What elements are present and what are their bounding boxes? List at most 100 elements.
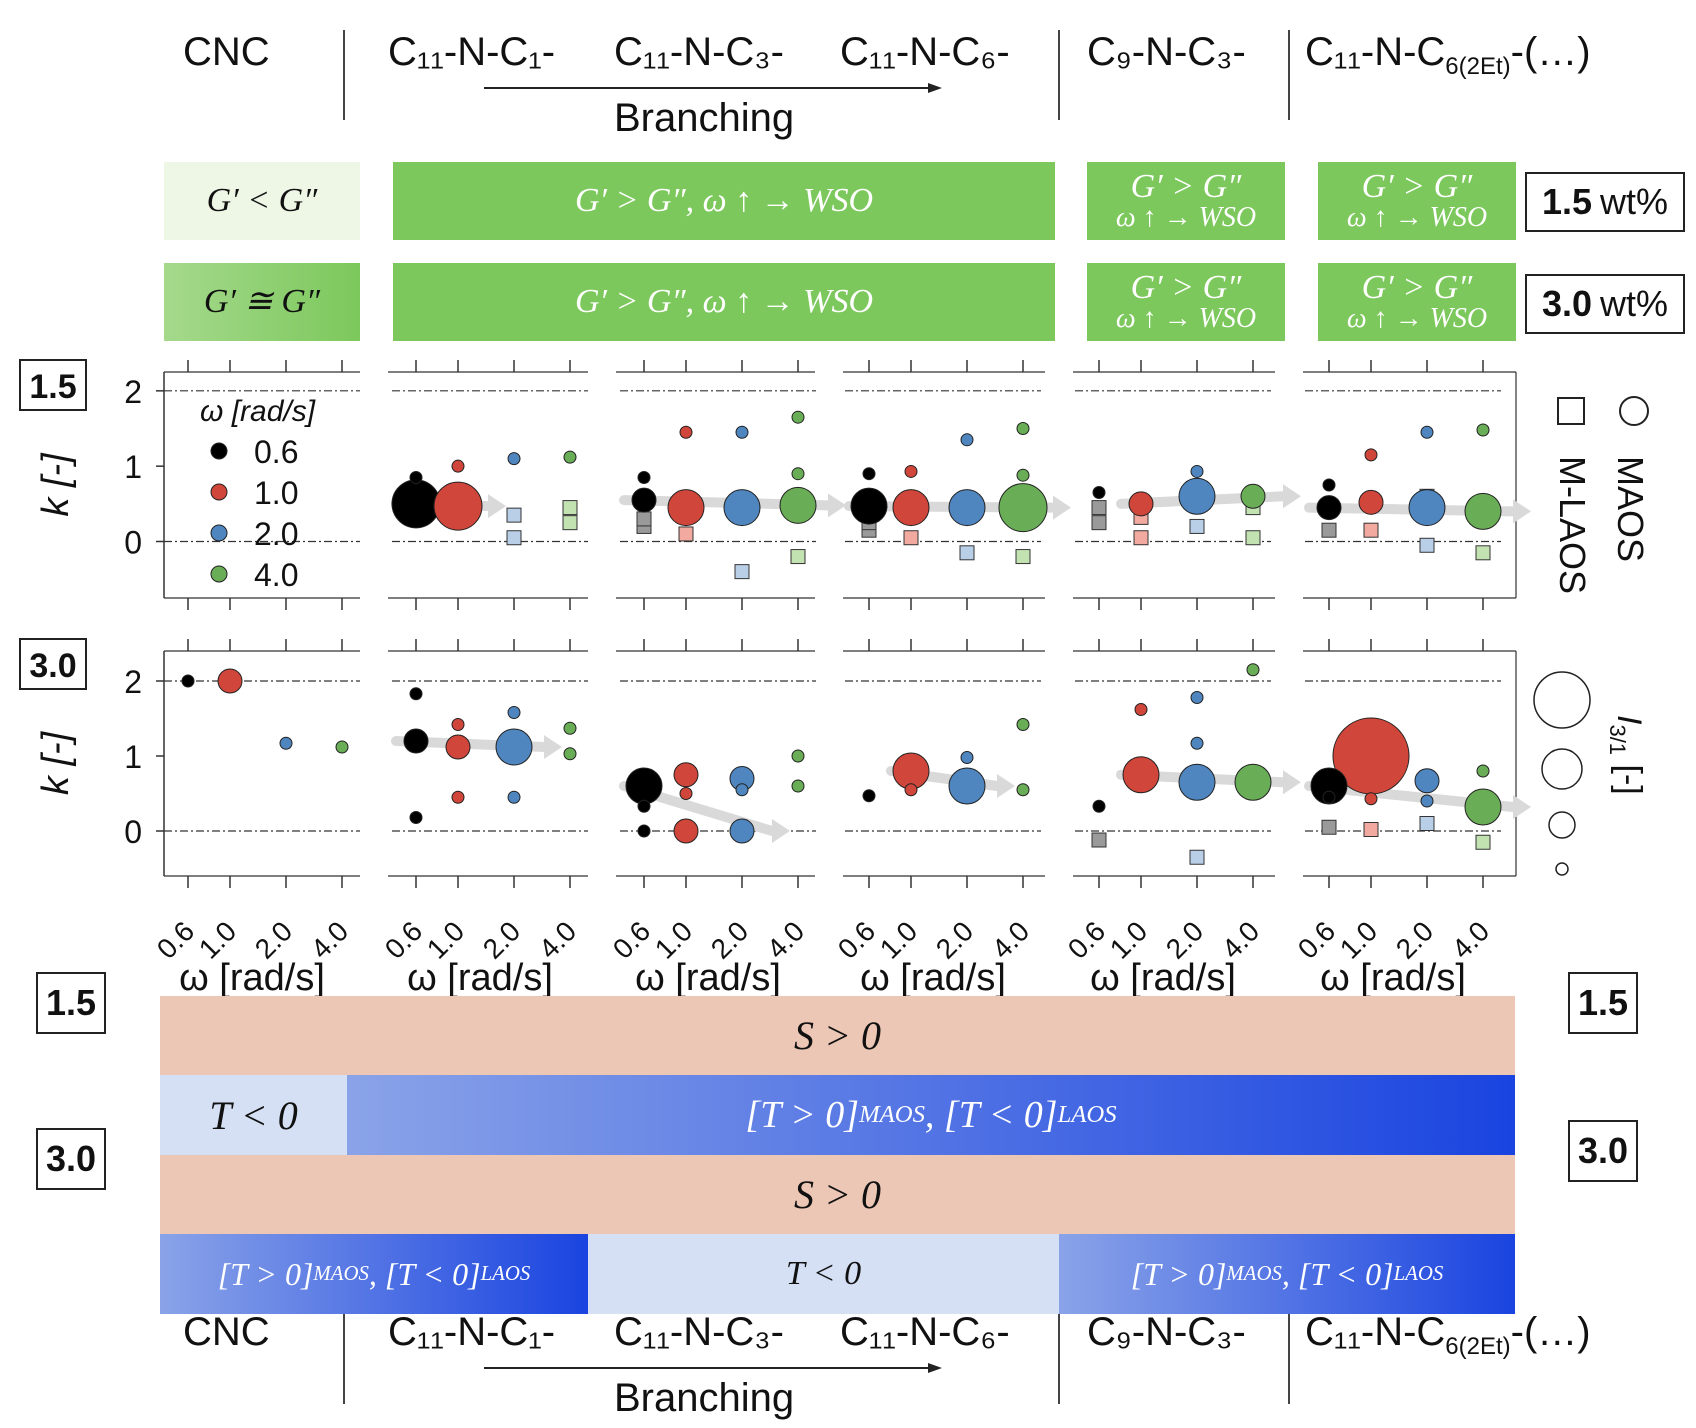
maos-circle <box>181 674 195 688</box>
legend-marker <box>210 565 228 583</box>
maos-circle <box>1234 763 1272 801</box>
footer-group-c11-n-c6-2et: C₁₁-N-C6(2Et)-(…) <box>1305 1310 1591 1361</box>
cnc-moduli-3-0: G′ ≅ G″ <box>164 263 360 341</box>
maos-circle <box>1322 790 1336 804</box>
band-mixed-b-sub: LAOS <box>1057 1101 1117 1128</box>
moduli-box-narrow: G′ > G″ ω ↑ → WSO <box>1318 162 1516 240</box>
m-laos-square <box>1321 522 1337 538</box>
y-tick-label: 2 <box>124 374 142 410</box>
maos-circle <box>667 489 705 527</box>
trend-arrow-head <box>544 735 562 759</box>
maos-circle <box>1476 764 1490 778</box>
branching-arrow <box>484 1363 942 1373</box>
band-label-3-0-left: 3.0 <box>36 1128 106 1190</box>
moduli-box-narrow-bot: ω ↑ → WSO <box>1346 303 1488 334</box>
maos-circle <box>904 464 918 478</box>
maos-circle <box>904 783 918 797</box>
y-tick-label: 0 <box>124 525 142 561</box>
moduli-box-narrow-bot: ω ↑ → WSO <box>1115 202 1257 233</box>
group-gap <box>815 637 843 890</box>
band-text: T < 0 <box>209 1092 298 1138</box>
header-separator <box>1288 30 1290 120</box>
legend-square-icon <box>1557 397 1585 425</box>
group-gap <box>588 637 616 890</box>
moduli-box-narrow-top: G′ > G″ <box>1361 168 1473 205</box>
m-laos-square <box>1189 849 1205 865</box>
band-mixed-a: [T > 0] <box>745 1094 860 1136</box>
footer-group-last-sub: 6(2Et) <box>1445 1333 1511 1360</box>
footer-branching-label: Branching <box>614 1376 795 1420</box>
trend-arrow-head <box>1053 495 1071 520</box>
maos-circle <box>445 734 471 760</box>
panel-label: 3.0 <box>29 647 76 685</box>
maos-circle <box>1414 768 1440 794</box>
m-laos-square <box>1475 834 1491 850</box>
moduli-box-wide-text: G′ > G″, ω ↑ → WSO <box>574 283 874 320</box>
band-t-neg-cnc-1-5: T < 0 <box>160 1075 347 1155</box>
moduli-box-narrow: G′ > G″ ω ↑ → WSO <box>1087 162 1285 240</box>
legend-label: 4.0 <box>254 557 298 593</box>
band-mixed-b: , [T < 0] <box>1281 1255 1394 1292</box>
y-tick-label: 1 <box>124 739 142 775</box>
footer-separator <box>343 1314 345 1404</box>
x-axis-label: ω [rad/s] <box>1090 957 1236 999</box>
legend-label: 1.0 <box>254 475 298 511</box>
maos-circle <box>723 489 761 527</box>
moduli-box-narrow-top: G′ > G″ <box>1130 168 1242 205</box>
maos-circle <box>1092 799 1106 813</box>
band-text: S > 0 <box>794 1013 881 1058</box>
group-gap <box>360 358 388 612</box>
legend-marker <box>210 483 228 501</box>
m-laos-square <box>1419 537 1435 553</box>
trend-arrow-head <box>1513 499 1531 524</box>
cnc-moduli-1-5: G′ < G″ <box>164 162 360 240</box>
m-laos-square <box>1245 530 1261 546</box>
maos-circle <box>1240 483 1266 509</box>
y-tick-label: 1 <box>124 449 142 485</box>
maos-circle <box>1464 788 1502 826</box>
trend-arrow-head <box>1283 770 1301 795</box>
group-gap <box>815 358 843 612</box>
maos-circle <box>1464 492 1502 530</box>
maos-circle <box>217 668 243 694</box>
maos-circle <box>1246 663 1260 677</box>
maos-circle <box>637 470 651 484</box>
maos-circle <box>1122 756 1160 794</box>
panel-label: 1.5 <box>29 368 76 406</box>
maos-circle <box>791 749 805 763</box>
maos-circle <box>862 467 876 481</box>
header-group-last-tail: -(…) <box>1510 30 1591 74</box>
footer-separator <box>1058 1314 1060 1404</box>
maos-circle <box>673 762 699 788</box>
m-laos-square <box>1091 832 1107 848</box>
moduli-box-wide: G′ > G″, ω ↑ → WSO <box>393 263 1055 341</box>
moduli-box-wide-text: G′ > G″, ω ↑ → WSO <box>574 182 874 219</box>
band-t-neg-3-0: T < 0 <box>588 1234 1059 1314</box>
footer-group-c11-n-c3: C₁₁-N-C₃- <box>614 1310 784 1354</box>
band-mixed-right-3-0: [T > 0] MAOS, [T < 0] LAOS <box>1059 1234 1515 1314</box>
band-mixed-a-sub: MAOS <box>1226 1262 1282 1285</box>
header-group-last-main: C₁₁-N-C <box>1305 30 1446 74</box>
maos-circle <box>403 728 429 754</box>
wt-tag-3-0: 3.0 wt% <box>1525 274 1685 334</box>
header-separator <box>1058 30 1060 120</box>
maos-circle <box>1178 763 1216 801</box>
group-gap <box>1045 358 1073 612</box>
maos-circle <box>729 818 755 844</box>
maos-circle <box>1316 495 1342 521</box>
band-s-pos-1-5: S > 0 <box>160 996 1515 1075</box>
maos-circle <box>960 433 974 447</box>
size-legend-label: I3/1 [-] <box>1605 715 1648 795</box>
maos-circle <box>791 467 805 481</box>
footer-group-c11-n-c6: C₁₁-N-C₆- <box>840 1310 1010 1354</box>
footer-separator <box>1288 1314 1290 1404</box>
maos-circle <box>507 706 521 719</box>
maos-circle <box>948 489 986 527</box>
header-group-c11-n-c6-2et: C₁₁-N-C6(2Et)-(…) <box>1305 30 1591 81</box>
band-s-pos-3-0: S > 0 <box>160 1155 1515 1234</box>
size-legend-circle <box>1541 748 1583 790</box>
maos-circle <box>1190 691 1204 704</box>
y-axis-label: k [-] <box>35 730 77 795</box>
branching-label: Branching <box>614 96 795 140</box>
band-mixed-a-sub: MAOS <box>859 1101 925 1128</box>
